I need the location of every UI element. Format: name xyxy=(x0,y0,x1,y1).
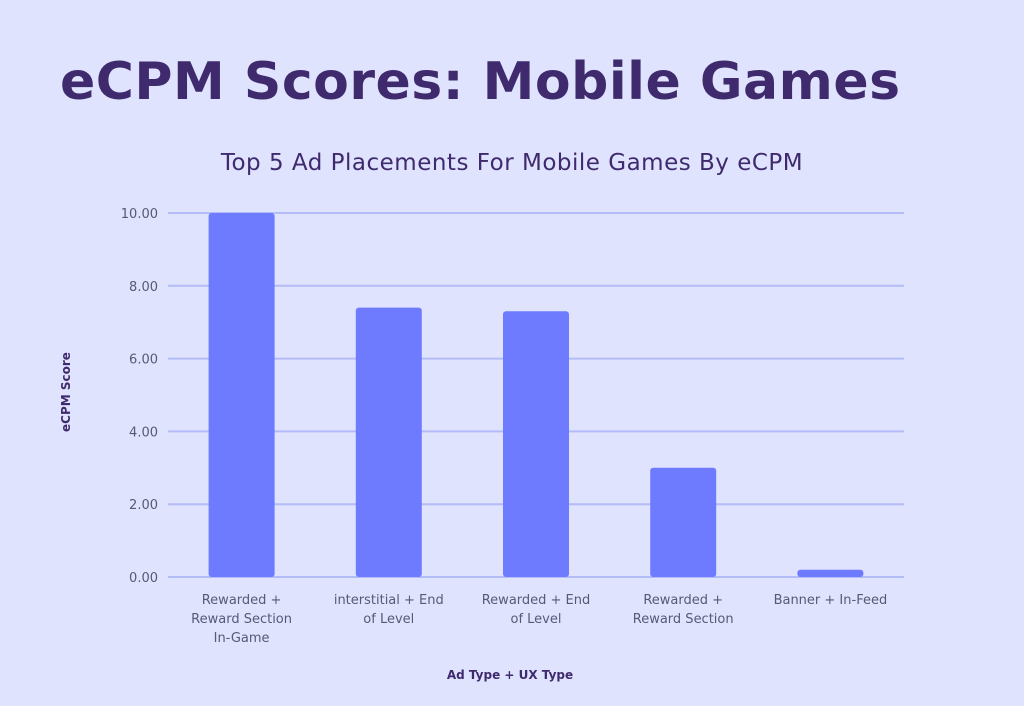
x-tick-label-line: Reward Section xyxy=(633,612,734,627)
y-tick-label: 10.00 xyxy=(121,207,158,222)
y-tick-label: 0.00 xyxy=(129,571,158,586)
x-tick-label-line: In-Game xyxy=(214,631,270,646)
x-tick-label-line: Reward Section xyxy=(191,612,292,627)
x-tick-label-line: Rewarded + End xyxy=(482,593,591,608)
y-tick-label: 6.00 xyxy=(129,353,158,368)
x-tick-label-line: Banner + In-Feed xyxy=(774,593,888,608)
bars xyxy=(208,213,864,577)
bar xyxy=(797,569,864,577)
x-tick-label: Rewarded + Reward Section xyxy=(633,593,734,627)
bar xyxy=(503,311,569,577)
page-title: eCPM Scores: Mobile Games xyxy=(60,52,901,112)
x-tick-label-line: Rewarded + xyxy=(643,593,723,608)
bar xyxy=(208,213,275,577)
y-axis-label: eCPM Score xyxy=(59,352,73,432)
y-tick-label: 4.00 xyxy=(129,425,158,440)
chart-title: Top 5 Ad Placements For Mobile Games By … xyxy=(220,150,803,176)
bar xyxy=(650,467,717,577)
x-tick-label: Rewarded + Reward Section In-Game xyxy=(191,593,292,646)
x-tick-label-line: Rewarded + xyxy=(202,593,282,608)
x-tick-label-line: of Level xyxy=(511,612,562,627)
x-tick-label: interstitial + End of Level xyxy=(334,593,444,627)
x-axis-label: Ad Type + UX Type xyxy=(447,668,573,682)
x-axis-ticks: Rewarded + Reward Section In-Game interstit… xyxy=(191,593,887,646)
y-tick-label: 8.00 xyxy=(129,280,158,295)
x-tick-label: Banner + In-Feed xyxy=(774,593,888,608)
x-tick-label-line: of Level xyxy=(363,612,414,627)
x-tick-label: Rewarded + End of Level xyxy=(482,593,591,627)
y-axis-ticks: 0.00 2.00 4.00 6.00 8.00 10.00 xyxy=(121,207,158,586)
bar xyxy=(355,307,422,577)
y-tick-label: 2.00 xyxy=(129,498,158,513)
x-tick-label-line: interstitial + End xyxy=(334,593,444,608)
